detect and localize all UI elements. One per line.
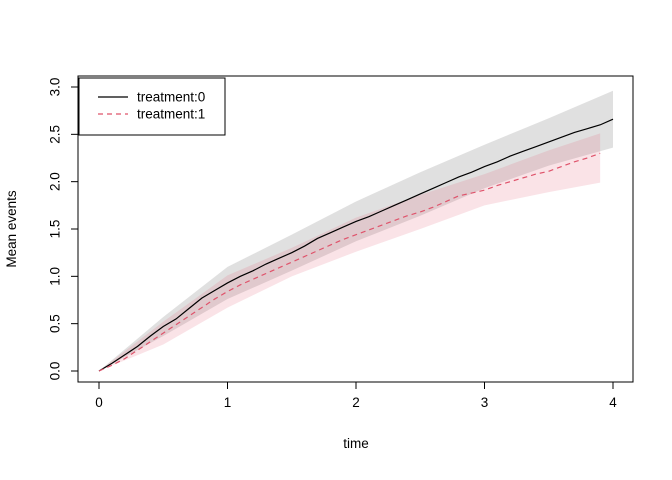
x-tick-label: 3 <box>481 395 489 410</box>
confidence-band-treatment-0 <box>99 90 613 372</box>
x-tick-label: 2 <box>352 395 360 410</box>
legend-box <box>78 77 226 136</box>
y-tick-label: 1.5 <box>48 220 63 239</box>
x-tick-label: 4 <box>609 395 617 410</box>
y-axis-title: Mean events <box>4 190 19 268</box>
y-tick-label: 2.0 <box>48 172 63 191</box>
y-axis: 0.0 0.5 1.0 1.5 2.0 2.5 3.0 <box>48 78 78 381</box>
legend-label: treatment:1 <box>137 107 205 122</box>
confidence-band-treatment-1 <box>99 133 601 371</box>
series-layer <box>98 118 614 372</box>
x-tick-label: 0 <box>95 395 103 410</box>
y-tick-label: 1.0 <box>48 267 63 286</box>
y-tick-label: 0.5 <box>48 314 63 333</box>
legend-label: treatment:0 <box>137 90 205 105</box>
x-axis-title: time <box>343 436 369 451</box>
y-tick-label: 2.5 <box>48 125 63 144</box>
series-line-treatment-0 <box>98 118 614 372</box>
legend: treatment:0 treatment:1 <box>78 77 226 136</box>
series-line-treatment-1 <box>98 152 601 372</box>
y-tick-label: 3.0 <box>48 78 63 97</box>
y-tick-label: 0.0 <box>48 362 63 381</box>
x-tick-label: 1 <box>224 395 232 410</box>
x-axis: 0 1 2 3 4 <box>95 382 617 410</box>
